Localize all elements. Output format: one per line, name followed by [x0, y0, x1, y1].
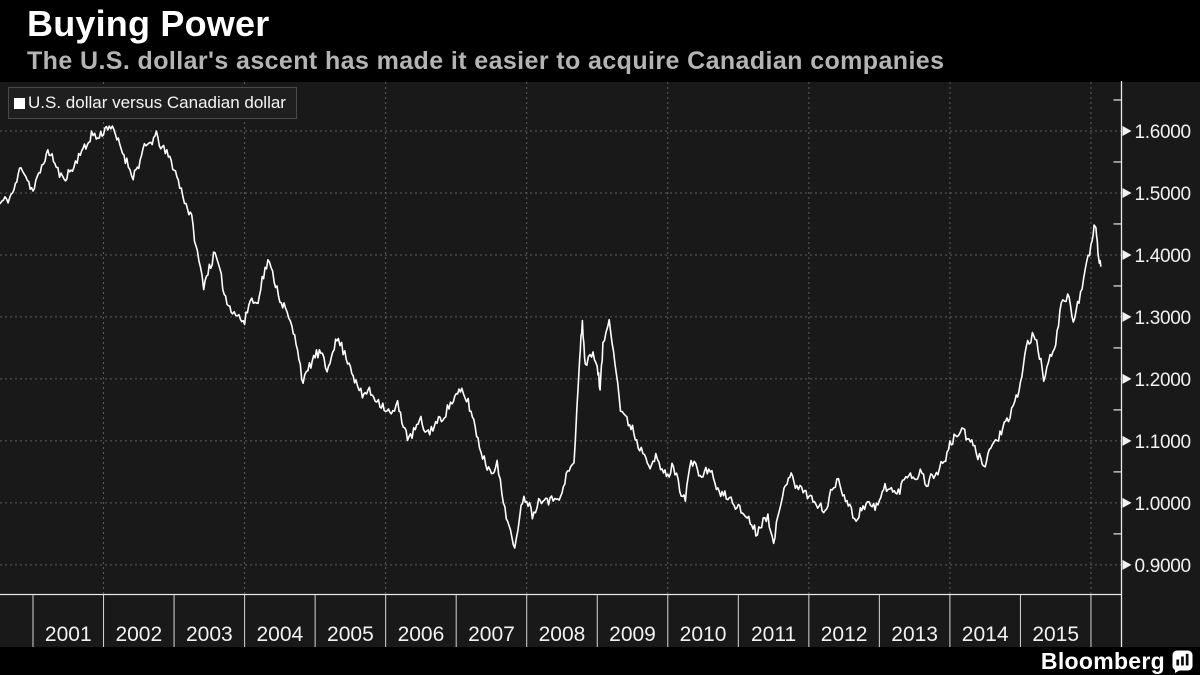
x-tick-label: 2005 [327, 623, 374, 646]
x-tick-label: 2010 [680, 623, 727, 646]
x-tick-label: 2011 [751, 623, 796, 646]
bloomberg-wordmark: Bloomberg [1040, 647, 1165, 674]
plot-background [0, 82, 1200, 647]
page-subtitle: The U.S. dollar's ascent has made it eas… [27, 46, 945, 75]
y-tick-label: 1.0000 [1135, 494, 1191, 515]
legend: U.S. dollar versus Canadian dollar [8, 87, 297, 119]
y-tick-arrow-icon [1122, 187, 1132, 198]
usdcad-series-line [0, 125, 1102, 549]
y-tick-arrow-icon [1122, 435, 1132, 446]
page-title: Buying Power [27, 3, 270, 44]
y-tick-arrow-icon [1122, 559, 1132, 570]
footer-bar: Bloomberg [0, 647, 1200, 675]
legend-label: U.S. dollar versus Canadian dollar [28, 93, 286, 112]
x-tick-label: 2015 [1032, 623, 1079, 646]
x-tick-label: 2008 [539, 623, 586, 646]
y-tick-arrow-icon [1122, 497, 1132, 508]
y-tick-arrow-icon [1122, 311, 1132, 322]
x-tick-label: 2007 [468, 623, 515, 646]
x-tick-label: 2004 [257, 623, 304, 646]
y-tick-arrow-icon [1122, 125, 1132, 136]
x-tick-label: 2006 [398, 623, 445, 646]
y-tick-arrow-icon [1122, 373, 1132, 384]
y-tick-arrow-icon [1122, 249, 1132, 260]
x-tick-label: 2014 [962, 623, 1009, 646]
y-tick-label: 1.6000 [1135, 122, 1191, 143]
y-tick-label: 1.3000 [1135, 308, 1191, 329]
legend-marker-icon [14, 97, 25, 109]
x-tick-label: 2003 [186, 623, 233, 646]
bloomberg-chart-icon [1172, 650, 1193, 673]
series-group [0, 125, 1102, 549]
y-tick-label: 1.1000 [1135, 432, 1191, 453]
x-tick-label: 2012 [821, 623, 868, 646]
x-tick-label: 2001 [45, 623, 92, 646]
chart-header: Buying Power The U.S. dollar's ascent ha… [27, 4, 944, 76]
y-tick-label: 0.9000 [1135, 556, 1191, 577]
y-tick-label: 1.5000 [1135, 184, 1191, 205]
y-tick-label: 1.4000 [1135, 246, 1191, 267]
y-tick-label: 1.2000 [1135, 370, 1191, 391]
x-tick-label: 2002 [115, 623, 162, 646]
x-tick-label: 2013 [891, 623, 938, 646]
x-tick-label: 2009 [609, 623, 656, 646]
